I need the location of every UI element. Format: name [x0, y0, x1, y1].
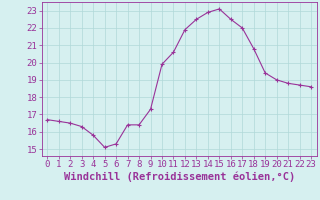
X-axis label: Windchill (Refroidissement éolien,°C): Windchill (Refroidissement éolien,°C): [64, 172, 295, 182]
